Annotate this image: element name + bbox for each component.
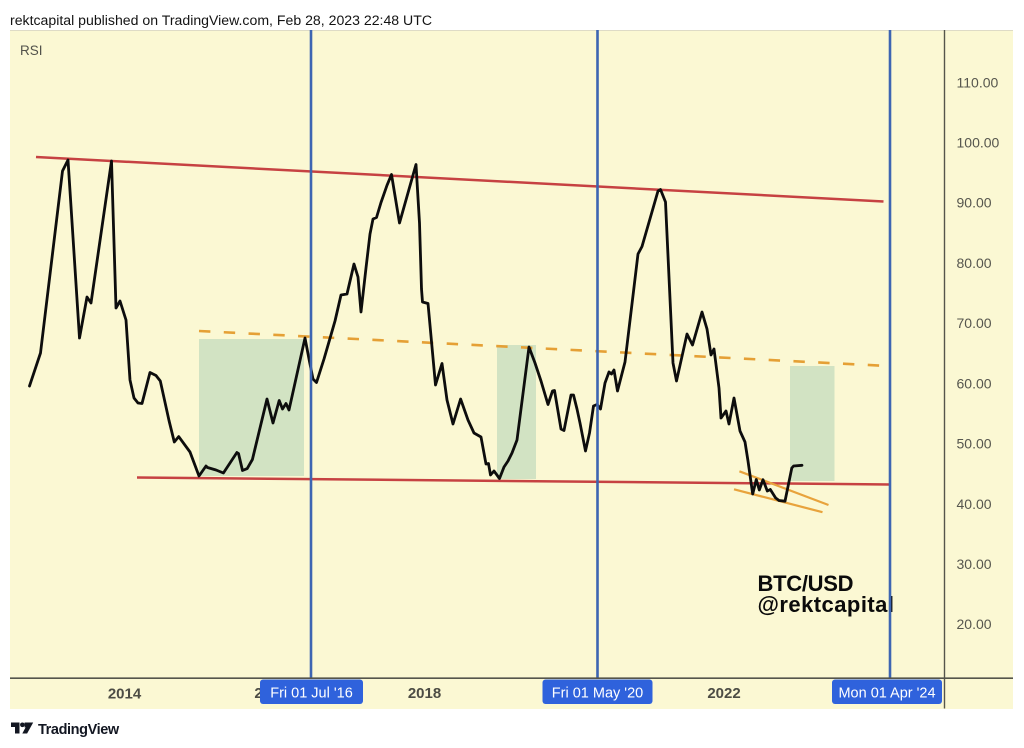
svg-text:2014: 2014 xyxy=(108,686,142,703)
svg-text:70.00: 70.00 xyxy=(957,315,992,331)
svg-text:30.00: 30.00 xyxy=(957,556,992,572)
svg-text:90.00: 90.00 xyxy=(957,195,992,211)
svg-text:20.00: 20.00 xyxy=(957,616,992,632)
svg-text:Fri 01 May '20: Fri 01 May '20 xyxy=(552,686,643,702)
svg-text:Fri 01 Jul '16: Fri 01 Jul '16 xyxy=(270,686,353,702)
svg-text:110.00: 110.00 xyxy=(957,74,999,90)
svg-text:40.00: 40.00 xyxy=(957,496,992,512)
svg-text:60.00: 60.00 xyxy=(957,375,992,391)
svg-text:80.00: 80.00 xyxy=(957,255,992,271)
svg-text:2018: 2018 xyxy=(408,685,441,702)
svg-text:50.00: 50.00 xyxy=(957,436,992,452)
svg-text:Mon 01 Apr '24: Mon 01 Apr '24 xyxy=(838,686,935,702)
svg-text:100.00: 100.00 xyxy=(957,135,1000,151)
svg-text:2022: 2022 xyxy=(707,685,740,702)
